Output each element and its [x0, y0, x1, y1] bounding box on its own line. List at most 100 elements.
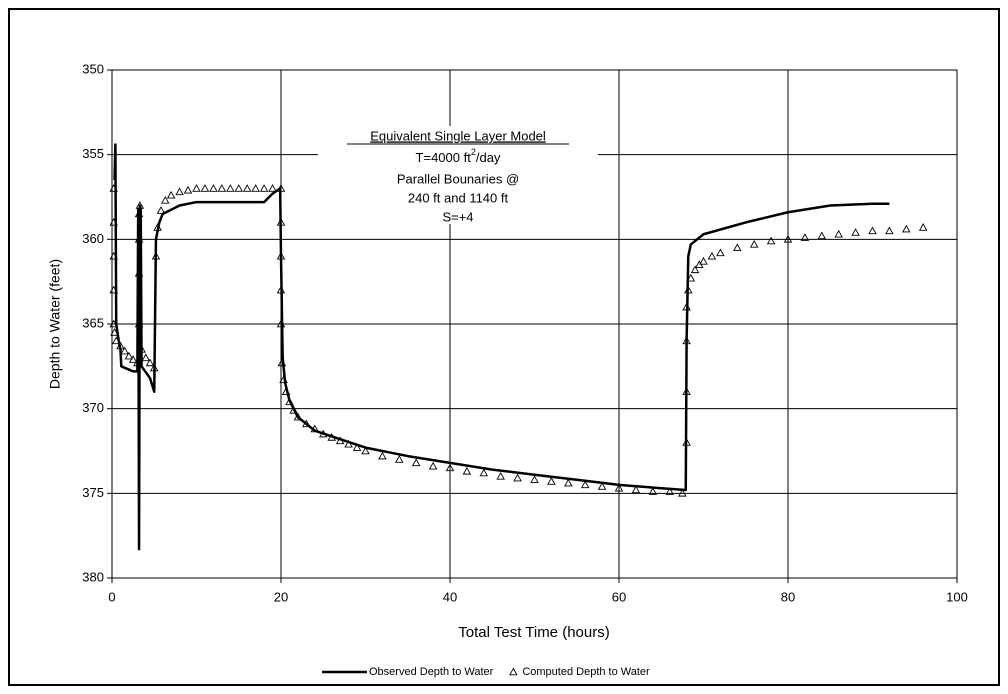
data-marker — [800, 233, 810, 241]
data-marker — [109, 217, 118, 226]
data-marker — [134, 209, 144, 218]
data-marker — [335, 436, 345, 445]
x-tick-label: 20 — [274, 589, 288, 604]
data-marker — [918, 223, 928, 231]
data-marker — [175, 187, 184, 196]
y-tick-label: 370 — [82, 400, 104, 415]
data-marker — [462, 466, 472, 475]
data-marker — [160, 195, 170, 204]
data-marker — [217, 184, 227, 192]
data-marker — [411, 458, 421, 467]
data-marker — [279, 375, 288, 384]
data-marker — [530, 475, 539, 484]
y-tick-label: 360 — [82, 231, 104, 246]
data-marker — [496, 471, 505, 480]
data-marker — [166, 190, 176, 199]
data-marker — [116, 341, 125, 350]
data-marker — [226, 184, 235, 192]
data-marker — [547, 477, 556, 485]
data-marker — [276, 184, 286, 192]
data-marker — [242, 184, 252, 192]
data-marker — [149, 363, 159, 372]
data-marker — [395, 455, 404, 463]
data-marker — [834, 229, 843, 238]
data-marker — [137, 344, 146, 353]
data-marker — [302, 419, 311, 428]
data-line — [113, 143, 890, 551]
data-marker — [733, 243, 742, 252]
y-axis-title: Depth to Water (feet) — [47, 259, 63, 389]
data-marker — [289, 405, 298, 414]
data-marker — [120, 346, 129, 355]
data-marker — [156, 206, 166, 214]
data-marker — [699, 256, 708, 265]
data-marker — [109, 251, 118, 260]
data-marker — [109, 285, 118, 294]
data-marker — [378, 451, 387, 460]
data-marker — [682, 302, 691, 311]
data-marker — [665, 487, 674, 495]
x-tick-label: 80 — [781, 589, 795, 604]
y-tick-label: 355 — [82, 146, 104, 161]
data-marker — [134, 319, 144, 328]
data-marker — [597, 482, 607, 490]
data-marker — [110, 328, 119, 336]
annotation-text: T=4000 ft — [416, 150, 472, 165]
annotation-box — [318, 126, 598, 224]
legend-label: Observed Depth to Water — [369, 666, 494, 678]
data-marker — [678, 488, 687, 497]
data-marker — [277, 358, 287, 367]
data-marker — [109, 184, 118, 192]
legend-swatch — [509, 667, 518, 676]
data-marker — [631, 485, 641, 494]
data-marker — [648, 487, 658, 495]
annotation-superscript: 2 — [471, 147, 476, 157]
data-marker — [783, 234, 793, 243]
data-marker — [276, 217, 286, 226]
x-tick-label: 0 — [108, 589, 115, 604]
data-marker — [183, 185, 193, 194]
data-marker — [276, 285, 286, 294]
data-marker — [111, 336, 121, 345]
data-marker — [276, 251, 286, 260]
data-marker — [361, 446, 370, 455]
annotation-line: Parallel Bounaries @ — [397, 171, 519, 186]
data-marker — [276, 319, 286, 328]
annotation-line: 240 ft and 1140 ft — [408, 190, 509, 205]
x-tick-label: 60 — [612, 589, 626, 604]
y-tick-label: 380 — [82, 569, 104, 584]
data-marker — [682, 438, 691, 446]
y-tick-label: 350 — [82, 61, 104, 76]
y-tick-label: 365 — [82, 315, 104, 330]
data-marker — [580, 480, 590, 489]
data-marker — [428, 461, 438, 470]
x-tick-label: 100 — [946, 589, 968, 604]
data-marker — [151, 251, 161, 260]
data-marker — [817, 231, 827, 240]
data-marker — [682, 336, 691, 345]
data-marker — [327, 433, 336, 441]
data-marker — [310, 424, 320, 433]
data-marker — [564, 478, 573, 487]
data-marker — [281, 387, 291, 395]
data-marker — [344, 439, 353, 448]
data-marker — [200, 184, 210, 192]
legend-label: Computed Depth to Water — [522, 666, 650, 678]
data-marker — [134, 268, 144, 277]
data-marker — [716, 248, 725, 257]
data-marker — [902, 224, 911, 233]
data-marker — [135, 201, 145, 209]
data-marker — [259, 184, 269, 192]
data-marker — [134, 234, 144, 243]
data-marker — [318, 429, 328, 438]
chart-frame — [8, 8, 1000, 686]
x-axis-title: Total Test Time (hours) — [458, 624, 609, 641]
data-marker — [690, 265, 700, 274]
data-marker — [293, 412, 303, 421]
data-marker — [885, 226, 894, 235]
data-marker — [268, 184, 277, 192]
data-marker — [141, 353, 151, 362]
annotation-line: T=4000 ft2/day — [416, 147, 501, 165]
data-marker — [445, 463, 455, 472]
